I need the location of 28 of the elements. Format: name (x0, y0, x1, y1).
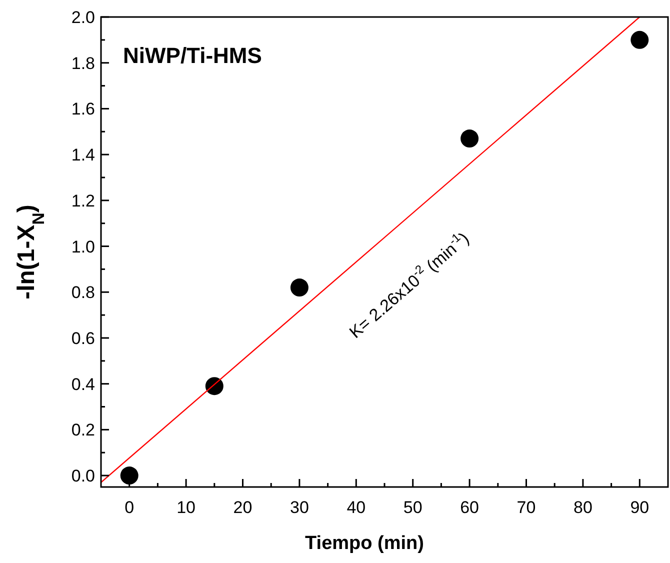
x-tick-label: 80 (573, 498, 592, 517)
x-tick-label: 60 (460, 498, 480, 517)
y-tick-label: 0.6 (71, 328, 95, 348)
point (205, 377, 224, 396)
y-tick-label: 1.4 (71, 146, 95, 165)
point (290, 278, 308, 297)
y-tick-label: 0.0 (71, 466, 95, 486)
x-tick-label: 30 (290, 498, 309, 517)
y-tick-label: 0.8 (71, 283, 95, 302)
x-tick-label: 0 (124, 498, 134, 517)
y-tick-label: 1.2 (71, 191, 95, 210)
y-tick-label: 1.8 (71, 54, 95, 73)
y-tick-label: 0.4 (71, 374, 95, 394)
x-tick-label: 70 (516, 498, 536, 517)
point (460, 130, 479, 148)
y-tick-label: 2.0 (71, 8, 95, 27)
x-tick-label: 10 (176, 498, 196, 517)
point (630, 30, 649, 49)
y-tick-label: 1.6 (71, 100, 95, 119)
x-tick-label: 50 (403, 498, 422, 517)
x-tick-label: 20 (233, 498, 252, 517)
point (120, 466, 138, 485)
x-tick-label: 90 (630, 498, 650, 517)
y-tick-label: 0.2 (71, 420, 95, 440)
text: NiWP/Ti-HMS (123, 43, 262, 68)
y-tick-label: 1.0 (71, 237, 95, 256)
x-tick-label: 40 (346, 498, 366, 517)
x-axis-title: Tiempo (min) (305, 533, 424, 554)
